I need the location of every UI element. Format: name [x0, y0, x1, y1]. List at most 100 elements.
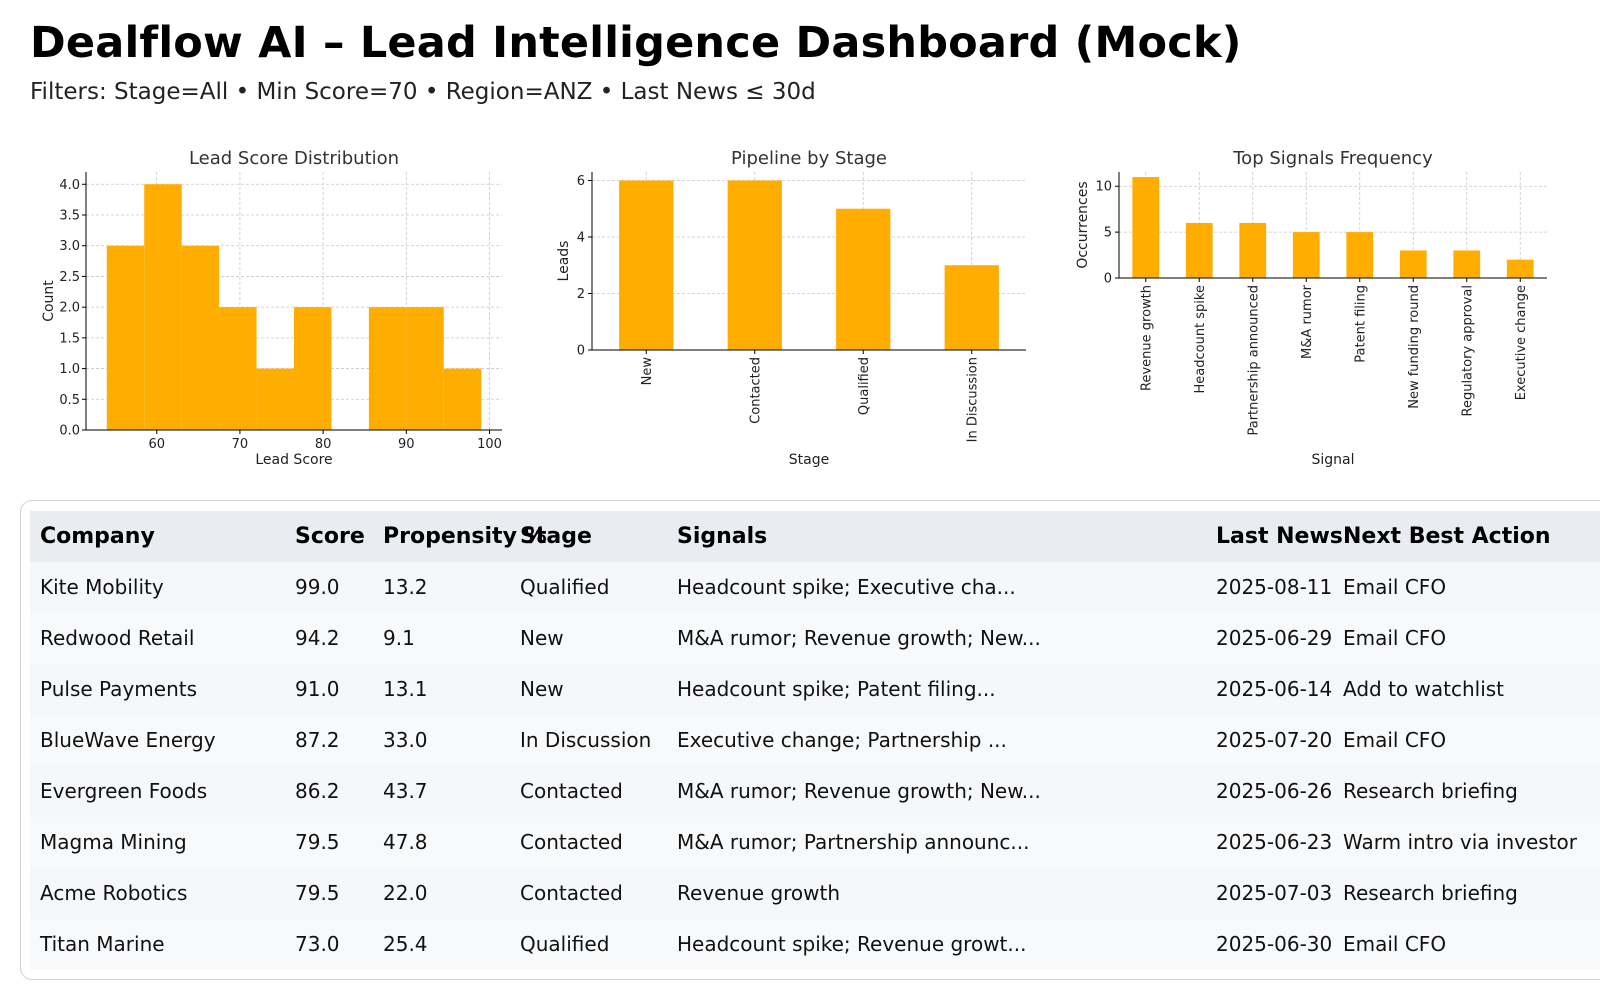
table-row[interactable]: Kite Mobility 99.0 13.2 Qualified Headcount …: [30, 562, 1600, 613]
x-axis-label: Lead Score: [255, 452, 332, 468]
cell-last-news: 2025-06-26: [1216, 779, 1333, 803]
table-row[interactable]: Redwood Retail 94.2 9.1 New M&A rumor; Reven…: [30, 613, 1600, 664]
cell-company: Titan Marine: [40, 932, 165, 956]
cell-score: 79.5: [295, 881, 340, 905]
cell-signals: Executive change; Partnership ...: [677, 728, 1007, 752]
cell-score: 99.0: [295, 575, 340, 599]
cell-propensity: 13.2: [383, 575, 428, 599]
x-tick-label: 60: [148, 437, 165, 452]
table-row[interactable]: Magma Mining 79.5 47.8 Contacted M&A rumor; …: [30, 817, 1600, 868]
y-tick-label: 2: [577, 287, 585, 302]
y-tick-label: 4.0: [59, 178, 80, 193]
cell-propensity: 47.8: [383, 830, 428, 854]
top-signals-frequency-chart: 0 5 10 Revenue growth Headcount spike Partner…: [1075, 148, 1547, 468]
column-header-next-best-action[interactable]: Next Best Action: [1343, 524, 1551, 549]
leads-table: Company Score Propensity % Stage Signals…: [20, 500, 1600, 980]
y-tick-label: 0: [577, 344, 585, 359]
cell-score: 94.2: [295, 626, 340, 650]
cell-last-news: 2025-06-29: [1216, 626, 1333, 650]
signal-bar: [1506, 259, 1534, 278]
signal-bar: [1399, 250, 1427, 278]
y-tick-label: 0.5: [59, 393, 80, 408]
cell-stage: Qualified: [520, 932, 610, 956]
x-tick-label: New funding round: [1407, 285, 1422, 409]
cell-signals: Revenue growth: [677, 881, 841, 905]
cell-stage: In Discussion: [520, 728, 652, 752]
cell-signals: M&A rumor; Partnership announc...: [677, 830, 1030, 854]
cell-score: 73.0: [295, 932, 340, 956]
histogram-bar: [406, 307, 444, 430]
cell-last-news: 2025-06-14: [1216, 677, 1333, 701]
cell-next-best-action: Email CFO: [1343, 728, 1447, 752]
histogram-bar: [443, 368, 482, 430]
histogram-bar: [144, 184, 182, 430]
cell-propensity: 22.0: [383, 881, 428, 905]
table-row[interactable]: Evergreen Foods 86.2 43.7 Contacted M&A rumo…: [30, 766, 1600, 817]
column-header-score[interactable]: Score: [295, 524, 365, 549]
signal-bar: [1132, 177, 1160, 278]
table-row[interactable]: Pulse Payments 91.0 13.1 New Headcount spike…: [30, 664, 1600, 715]
x-tick-label: Regulatory approval: [1460, 285, 1475, 417]
column-header-signals[interactable]: Signals: [677, 524, 768, 549]
cell-next-best-action: Add to watchlist: [1343, 677, 1505, 701]
cell-company: Redwood Retail: [40, 626, 195, 650]
cell-company: Kite Mobility: [40, 575, 164, 599]
column-header-stage[interactable]: Stage: [520, 524, 592, 549]
x-tick-label: 80: [315, 437, 332, 452]
table-row[interactable]: Acme Robotics 79.5 22.0 Contacted Revenue gr…: [30, 868, 1600, 919]
cell-next-best-action: Warm intro via investor: [1343, 830, 1578, 854]
cell-last-news: 2025-06-30: [1216, 932, 1333, 956]
cell-propensity: 13.1: [383, 677, 428, 701]
y-tick-label: 1.0: [59, 362, 80, 377]
histogram-bar: [368, 307, 407, 430]
y-axis-label: Occurrences: [1075, 181, 1091, 268]
y-tick-label: 3.0: [59, 239, 80, 254]
signal-bar: [1292, 232, 1320, 278]
cell-last-news: 2025-08-11: [1216, 575, 1333, 599]
x-tick-label: Partnership announced: [1246, 285, 1261, 436]
x-tick-label: New: [640, 357, 655, 386]
cell-company: Evergreen Foods: [40, 779, 208, 803]
stage-bar: [619, 180, 674, 350]
cell-signals: Headcount spike; Executive cha...: [677, 575, 1016, 599]
cell-signals: Headcount spike; Revenue growt...: [677, 932, 1027, 956]
x-tick-label: Headcount spike: [1193, 285, 1208, 394]
y-tick-label: 10: [1095, 180, 1112, 195]
lead-score-distribution-chart: 0.0 0.5 1.0 1.5 2.0 2.5 3.0 3.5 4.0 60 70 80 90 100 Le…: [41, 148, 502, 468]
column-header-company[interactable]: Company: [40, 524, 155, 549]
cell-next-best-action: Email CFO: [1343, 575, 1447, 599]
histogram-bar: [256, 368, 294, 430]
pipeline-by-stage-chart: 0 2 4 6 New Contacted Qualified In Discussion Pi…: [556, 148, 1026, 468]
filters-summary: Filters: Stage=All • Min Score=70 • Regi…: [30, 79, 816, 105]
cell-stage: Contacted: [520, 881, 623, 905]
y-tick-label: 5: [1104, 226, 1112, 241]
y-tick-label: 4: [577, 230, 585, 245]
column-header-propensity[interactable]: Propensity %: [383, 524, 547, 549]
table-row[interactable]: BlueWave Energy 87.2 33.0 In Discussion Exec…: [30, 715, 1600, 766]
table-row[interactable]: Titan Marine 73.0 25.4 Qualified Headcount s…: [30, 919, 1600, 970]
cell-signals: Headcount spike; Patent filing...: [677, 677, 996, 701]
chart-title: Pipeline by Stage: [731, 148, 887, 169]
y-axis-label: Leads: [556, 241, 572, 282]
x-tick-label: 70: [232, 437, 249, 452]
x-tick-label: 100: [477, 437, 502, 452]
cell-signals: M&A rumor; Revenue growth; New...: [677, 626, 1041, 650]
cell-company: Pulse Payments: [40, 677, 198, 701]
y-tick-label: 0: [1104, 272, 1112, 287]
cell-company: BlueWave Energy: [40, 728, 216, 752]
cell-next-best-action: Email CFO: [1343, 932, 1447, 956]
histogram-bar: [106, 245, 145, 430]
x-tick-label: 90: [398, 437, 415, 452]
x-tick-label: Executive change: [1514, 285, 1529, 400]
column-header-last-news[interactable]: Last News: [1216, 524, 1343, 549]
histogram-bar: [294, 307, 332, 430]
x-tick-label: In Discussion: [965, 357, 980, 442]
cell-propensity: 25.4: [383, 932, 428, 956]
cell-stage: Contacted: [520, 830, 623, 854]
cell-last-news: 2025-07-03: [1216, 881, 1333, 905]
x-tick-label: Revenue growth: [1139, 285, 1154, 391]
x-axis-label: Signal: [1311, 452, 1354, 468]
x-tick-label: M&A rumor: [1300, 284, 1315, 359]
chart-title: Lead Score Distribution: [189, 148, 399, 169]
cell-score: 86.2: [295, 779, 340, 803]
